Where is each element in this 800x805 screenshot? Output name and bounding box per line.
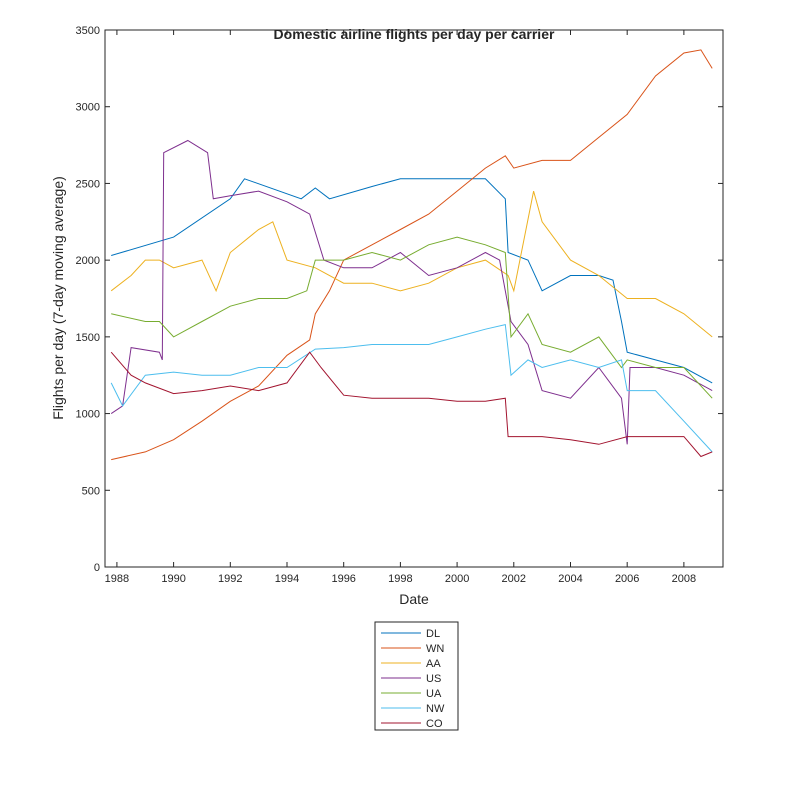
y-tick-label: 3500 xyxy=(76,25,100,37)
series-line-co xyxy=(110,351,713,458)
series-line-nw xyxy=(110,323,713,453)
x-tick-label: 2000 xyxy=(445,573,469,585)
legend-label-wn: WN xyxy=(426,643,444,655)
legend: DL WN AA US UA NW CO xyxy=(374,621,459,731)
series-line-us xyxy=(110,139,713,445)
y-tick-label: 1500 xyxy=(76,332,100,344)
chart-title: Domestic airline flights per day per car… xyxy=(274,26,555,42)
x-tick-label: 1994 xyxy=(275,573,299,585)
series-line-ua xyxy=(111,236,713,399)
x-tick-label: 1996 xyxy=(331,573,355,585)
y-tick-label: 1000 xyxy=(76,409,100,421)
x-tick-label: 2008 xyxy=(672,573,696,585)
y-tick-label: 2500 xyxy=(76,178,100,190)
x-tick-label: 1988 xyxy=(105,573,129,585)
y-tick-label: 500 xyxy=(82,485,100,497)
plot-area-frame xyxy=(104,29,724,568)
series-line-dl xyxy=(111,178,713,384)
x-tick-label: 1992 xyxy=(218,573,242,585)
y-tick-label: 3000 xyxy=(76,102,100,114)
x-tick-label: 2002 xyxy=(502,573,526,585)
legend-label-aa: AA xyxy=(426,658,441,670)
series-line-aa xyxy=(110,190,713,338)
legend-label-ua: UA xyxy=(426,688,442,700)
y-tick-label: 2000 xyxy=(76,255,100,267)
y-tick-label: 0 xyxy=(94,562,100,574)
legend-box xyxy=(374,621,459,731)
x-tick-label: 1998 xyxy=(388,573,412,585)
legend-label-nw: NW xyxy=(426,703,445,715)
x-tick-label: 1990 xyxy=(161,573,185,585)
x-tick-label: 2004 xyxy=(558,573,582,585)
y-axis-label: Flights per day (7-day moving average) xyxy=(50,176,66,420)
series-line-wn xyxy=(111,49,713,461)
x-axis-label: Date xyxy=(399,591,429,607)
legend-label-co: CO xyxy=(426,718,443,730)
legend-label-dl: DL xyxy=(426,628,440,640)
legend-label-us: US xyxy=(426,673,441,685)
x-tick-label: 2006 xyxy=(615,573,639,585)
